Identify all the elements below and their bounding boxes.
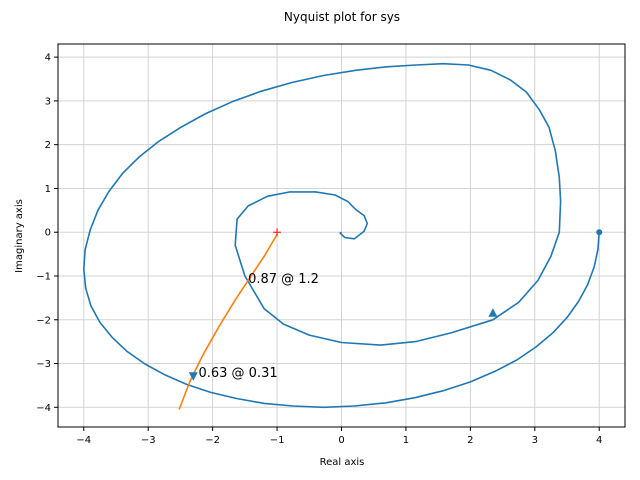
x-tick-label: 1: [403, 435, 409, 446]
annotation-layer: 0.87 @ 1.2 0.63 @ 0.31: [198, 272, 319, 381]
ticks: −4 −3 −2 −1 0 1 2 3 4 −4 −3 −2 −1 0 1 2 3 4: [36, 53, 602, 446]
y-axis-label: Imaginary axis: [14, 199, 25, 273]
marker-layer: [188, 228, 603, 381]
series-line-1: [178, 233, 278, 410]
chart-title: Nyquist plot for sys: [284, 10, 400, 24]
x-tick-label: 4: [596, 435, 602, 446]
annotation-label: 0.87 @ 1.2: [248, 272, 319, 287]
y-tick-label: −3: [36, 359, 51, 370]
y-tick-label: 4: [45, 53, 51, 64]
y-tick-label: 1: [45, 184, 51, 195]
y-tick-label: −2: [36, 315, 51, 326]
x-tick-label: 2: [467, 435, 473, 446]
x-tick-label: −4: [76, 435, 91, 446]
arrow-blue: [488, 308, 498, 317]
start-point: [596, 229, 603, 236]
series-line-0: [83, 62, 600, 409]
x-tick-label: −1: [270, 435, 285, 446]
x-tick-label: 0: [338, 435, 344, 446]
annotation-label: 0.63 @ 0.31: [198, 366, 277, 381]
x-axis-label: Real axis: [320, 457, 365, 468]
x-tick-label: −3: [141, 435, 156, 446]
y-tick-label: −1: [36, 271, 51, 282]
x-tick-label: 3: [532, 435, 538, 446]
critical-point: [273, 228, 282, 237]
y-tick-label: 2: [45, 140, 51, 151]
x-tick-label: −2: [205, 435, 220, 446]
y-tick-label: 0: [45, 228, 51, 239]
arrow-orange: [188, 372, 198, 381]
y-tick-label: 3: [45, 96, 51, 107]
y-tick-label: −4: [36, 403, 51, 414]
grid: [58, 44, 625, 427]
